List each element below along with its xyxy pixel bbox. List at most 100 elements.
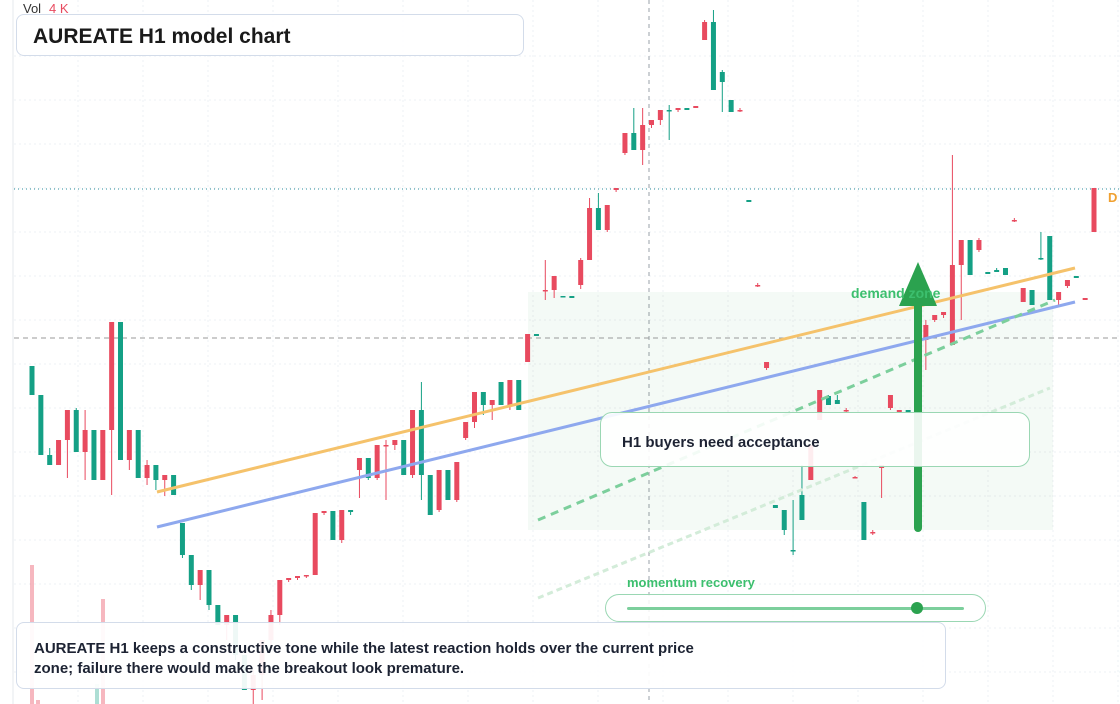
- candle-body: [401, 440, 407, 475]
- candle-body: [595, 208, 601, 230]
- candle-body: [799, 495, 805, 520]
- candle-body: [834, 400, 840, 404]
- candle-body: [277, 580, 283, 615]
- candle-body: [445, 470, 451, 500]
- candle-body: [489, 400, 495, 405]
- candle-body: [710, 22, 716, 90]
- candle-body: [73, 410, 79, 452]
- candle-body: [542, 290, 548, 292]
- candle-body: [666, 110, 672, 112]
- candle-body: [224, 615, 230, 625]
- candle-body: [817, 390, 823, 420]
- candle-body: [153, 465, 159, 480]
- candle-body: [551, 276, 557, 290]
- candle-body: [516, 380, 522, 410]
- candle-body: [702, 22, 708, 40]
- candle-body: [905, 410, 911, 412]
- candle-body: [418, 410, 424, 475]
- candle-body: [38, 395, 44, 455]
- candle-body: [640, 125, 646, 150]
- candle-body: [498, 382, 504, 405]
- trendline: [537, 298, 1056, 522]
- candle-body: [755, 285, 761, 287]
- candle-body: [578, 260, 584, 285]
- candle-body: [852, 477, 858, 479]
- candle-body: [1091, 188, 1097, 232]
- candle-body: [746, 200, 752, 202]
- chart-title: AUREATE H1 model chart: [33, 25, 291, 48]
- candle-body: [719, 72, 725, 82]
- candle-body: [82, 430, 88, 452]
- candle-body: [507, 380, 513, 405]
- candle-body: [772, 505, 778, 508]
- candle-body: [118, 322, 123, 460]
- candle-body: [958, 240, 964, 265]
- candle-body: [1038, 258, 1044, 260]
- candle-body: [47, 455, 53, 465]
- volume-value: 4 K: [49, 1, 69, 16]
- candle-body: [932, 315, 938, 320]
- candle-body: [1029, 290, 1035, 305]
- candle-body: [826, 396, 831, 405]
- candle-body: [631, 133, 637, 150]
- candle-body: [1082, 298, 1088, 300]
- candle-body: [861, 502, 867, 540]
- candle-body: [737, 110, 743, 112]
- horizontal-levels: [14, 188, 1120, 339]
- candle-body: [1056, 292, 1062, 300]
- candle-body: [436, 470, 442, 510]
- candle-body: [967, 240, 973, 275]
- candle-body: [604, 205, 610, 230]
- candle-body: [356, 458, 362, 470]
- candle-body: [533, 334, 539, 336]
- candle-body: [383, 445, 389, 447]
- candle-body: [887, 395, 893, 408]
- candle-body: [1064, 280, 1070, 286]
- momentum-gauge: [605, 594, 986, 622]
- candle-body: [454, 462, 460, 500]
- candle-body: [365, 458, 371, 478]
- chart-title-panel: AUREATE H1 model chart: [16, 14, 524, 56]
- candle-body: [649, 120, 654, 125]
- axis-price-tag: D: [1108, 190, 1118, 205]
- candle-body: [100, 430, 106, 480]
- candle-body: [427, 475, 433, 515]
- candle-body: [985, 272, 991, 274]
- demand-zone-shade: [528, 292, 1053, 530]
- candle-body: [188, 555, 194, 585]
- candle-body: [622, 133, 628, 153]
- candle-body: [790, 550, 796, 552]
- candle-body: [206, 570, 212, 605]
- candle-body: [1003, 268, 1008, 275]
- candle-body: [348, 510, 354, 512]
- momentum-label: momentum recovery: [627, 575, 755, 590]
- candle-body: [480, 392, 486, 405]
- volume-label: Vol: [23, 1, 42, 16]
- candle-body: [330, 511, 336, 540]
- candle-body: [896, 410, 902, 412]
- candle-body: [109, 322, 115, 430]
- candle-body: [179, 523, 185, 555]
- candle-body: [339, 510, 345, 540]
- candlesticks: [29, 10, 1097, 704]
- momentum-knob: [910, 602, 923, 614]
- momentum-track: [627, 607, 964, 610]
- candle-body: [295, 576, 300, 578]
- demand-zone-area: [528, 292, 1053, 530]
- candle-body: [728, 100, 734, 112]
- candle-body: [693, 106, 699, 108]
- callout-panel: H1 buyers need acceptance: [600, 412, 1030, 467]
- candle-body: [472, 392, 477, 422]
- candle-body: [941, 312, 947, 315]
- candle-body: [56, 440, 62, 465]
- candle-body: [569, 296, 575, 298]
- candle-body: [410, 410, 416, 475]
- candle-body: [976, 240, 982, 250]
- candle-body: [675, 108, 681, 110]
- candle-body: [144, 465, 150, 478]
- candle-body: [843, 410, 849, 412]
- candle-body: [374, 445, 380, 478]
- candle-body: [215, 605, 221, 625]
- arrow-head: [899, 262, 937, 306]
- candle-body: [171, 475, 177, 495]
